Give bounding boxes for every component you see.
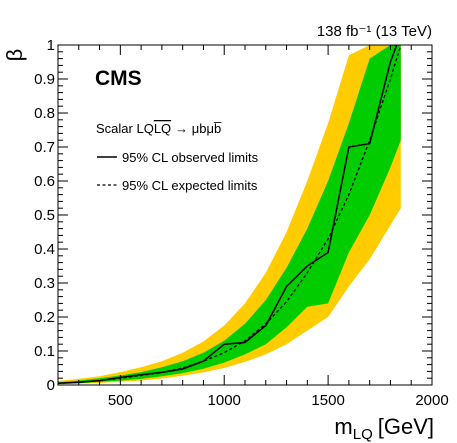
y-tick-label: 0	[47, 377, 55, 394]
x-tick-label: 2000	[415, 392, 448, 409]
process-label-decay: → μbμb̅	[175, 121, 222, 136]
y-tick-label: 1	[47, 37, 55, 54]
x-axis-label-sub: LQ	[353, 426, 373, 443]
y-tick-label: 0.3	[34, 275, 55, 292]
x-axis-label-unit: [GeV]	[378, 414, 434, 439]
x-axis-label: mLQ [GeV]	[334, 414, 434, 443]
experiment-label: CMS	[95, 67, 142, 90]
process-label-prefix: Scalar LQ	[96, 121, 154, 136]
luminosity-label: 138 fb⁻¹ (13 TeV)	[317, 23, 432, 40]
observed-limit-curve	[58, 45, 398, 385]
y-tick-label: 0.1	[34, 343, 55, 360]
one-sigma-band	[58, 45, 401, 384]
x-axis-label-main: m	[334, 414, 352, 439]
x-tick-label: 1500	[311, 392, 344, 409]
y-tick-label: 0.9	[34, 71, 55, 88]
expected-limit-curve	[58, 45, 402, 384]
y-tick-label: 0.6	[34, 173, 55, 190]
y-tick-label: 0.4	[34, 241, 55, 258]
y-tick-label: 0.2	[34, 309, 55, 326]
y-axis-label: β	[2, 49, 27, 62]
process-label-bar: LQ	[154, 121, 171, 136]
y-tick-label: 0.5	[34, 207, 55, 224]
y-tick-label: 0.7	[34, 139, 55, 156]
y-tick-label: 0.8	[34, 105, 55, 122]
legend-observed-label: 95% CL observed limits	[122, 150, 259, 165]
axis-ticks	[57, 44, 433, 386]
process-label: Scalar LQLQ → μbμb̅	[96, 121, 222, 136]
legend: 95% CL observed limits 95% CL expected l…	[97, 150, 259, 193]
legend-expected-label: 95% CL expected limits	[122, 178, 258, 193]
x-tick-label: 500	[108, 392, 133, 409]
axis-tick-labels: 500 1000 1500 2000 0 0.1 0.2 0.3 0.4 0.5 0.6 0.7 0.8…	[34, 37, 449, 409]
x-tick-label: 1000	[208, 392, 241, 409]
